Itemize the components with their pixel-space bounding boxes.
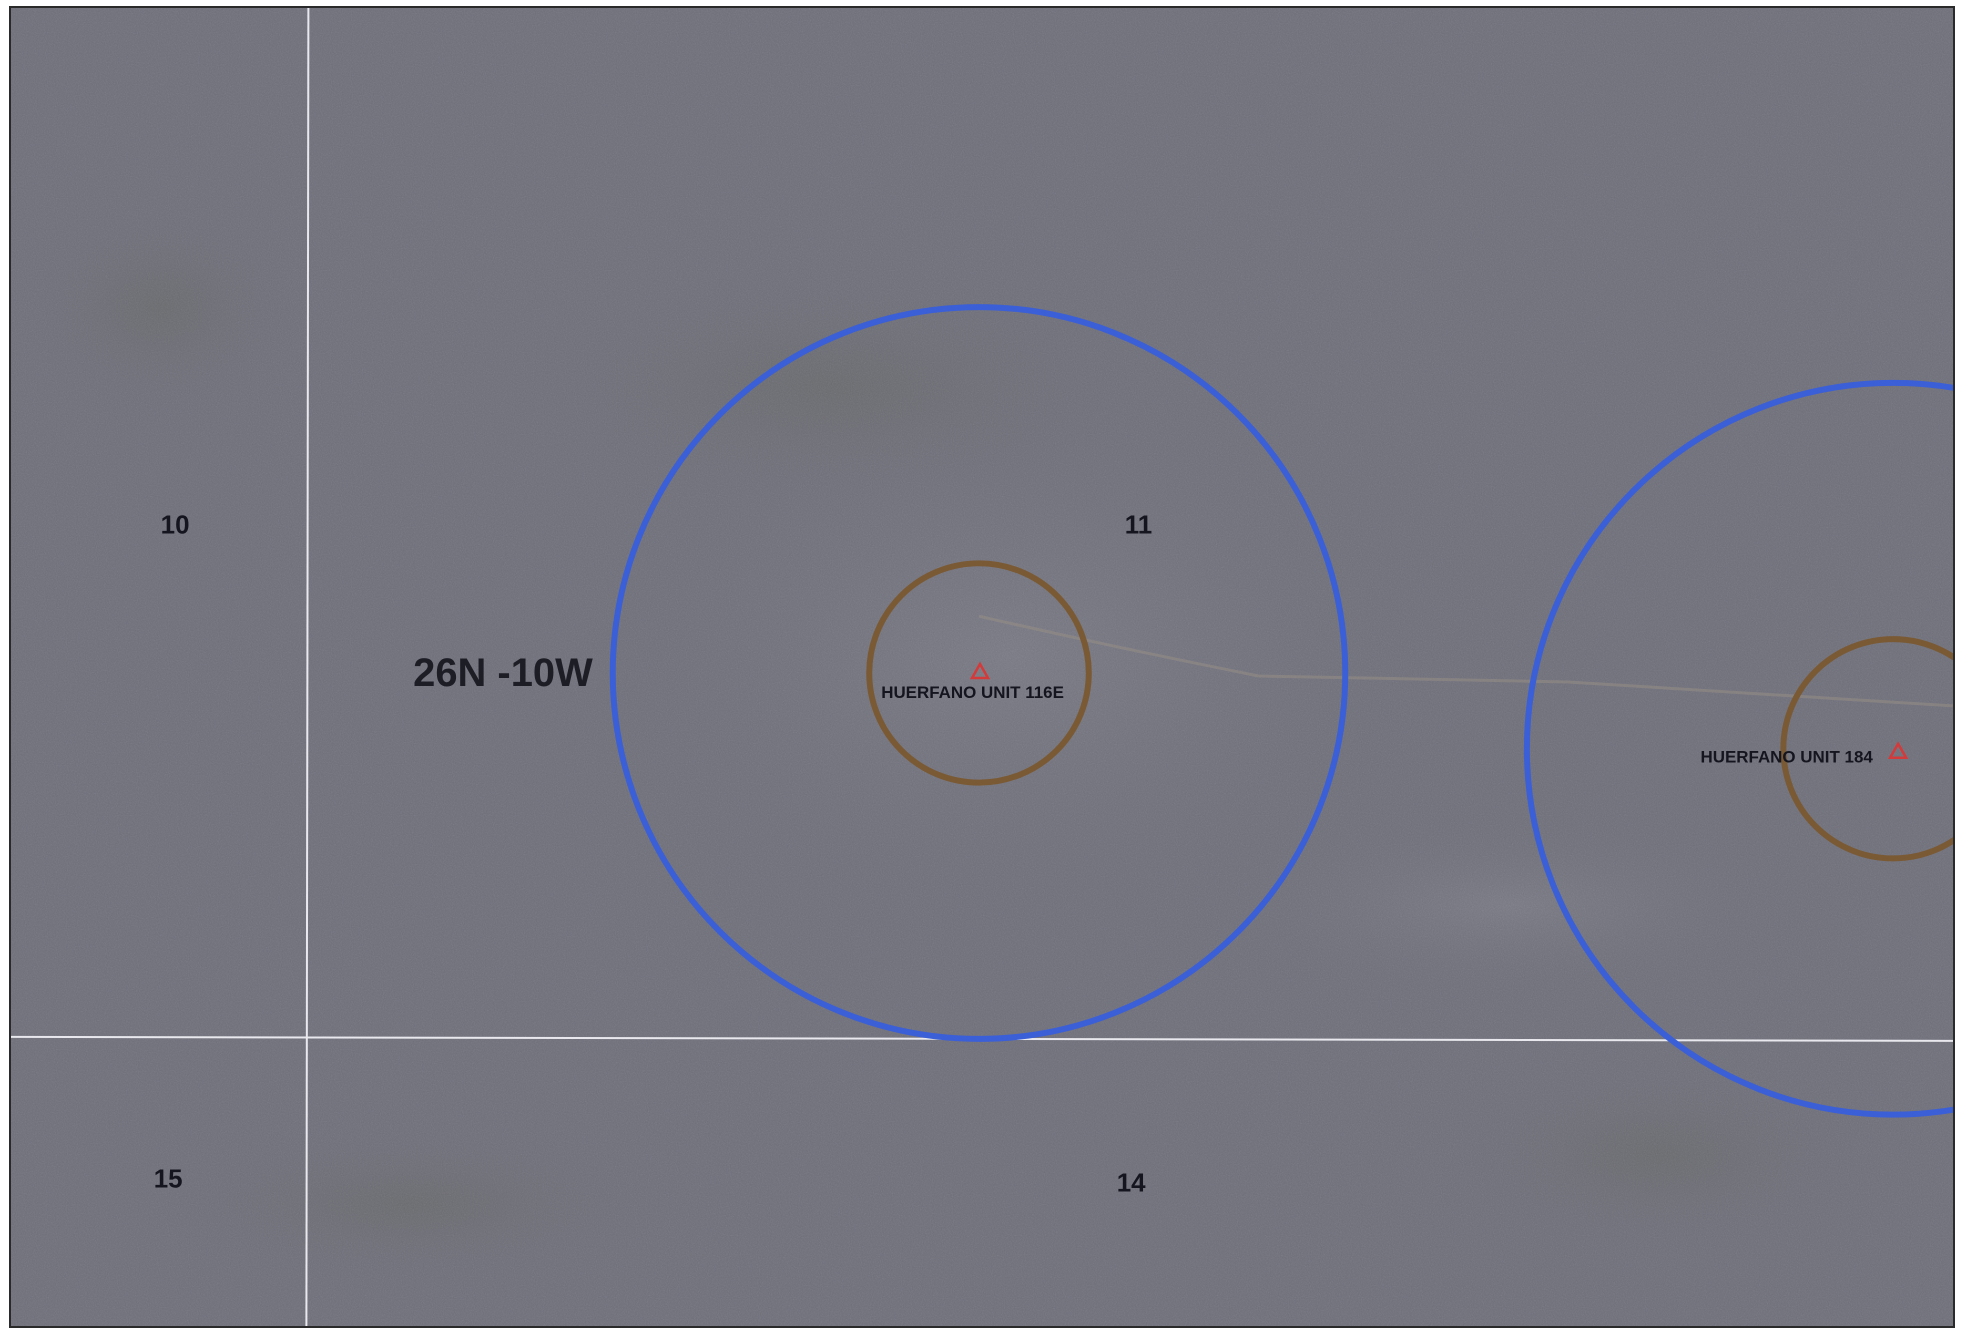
- township-label: 26N -10W: [413, 651, 593, 695]
- section-label-15: 15: [154, 1165, 183, 1193]
- well-triangle-icon[interactable]: [969, 661, 991, 680]
- section-label-14: 14: [1117, 1169, 1146, 1197]
- inner-buffer-circle: [866, 560, 1092, 786]
- outer-buffer-circle: [609, 304, 1349, 1042]
- aerial-map: 10 11 15 14 26N -10W HUERFANO UNIT 116E …: [11, 8, 1953, 1326]
- well-label[interactable]: HUERFANO UNIT 184: [1701, 748, 1874, 767]
- outer-buffer-circle: [1523, 379, 1953, 1118]
- well-label[interactable]: HUERFANO UNIT 116E: [881, 683, 1064, 702]
- map-frame: 10 11 15 14 26N -10W HUERFANO UNIT 116E …: [9, 6, 1955, 1328]
- inner-buffer-circle: [1780, 636, 1953, 862]
- section-label-11: 11: [1125, 511, 1152, 539]
- section-label-10: 10: [161, 511, 190, 539]
- well-triangle-icon[interactable]: [1887, 741, 1909, 759]
- road-trace: [978, 614, 1953, 708]
- section-line-vertical: [305, 8, 310, 1326]
